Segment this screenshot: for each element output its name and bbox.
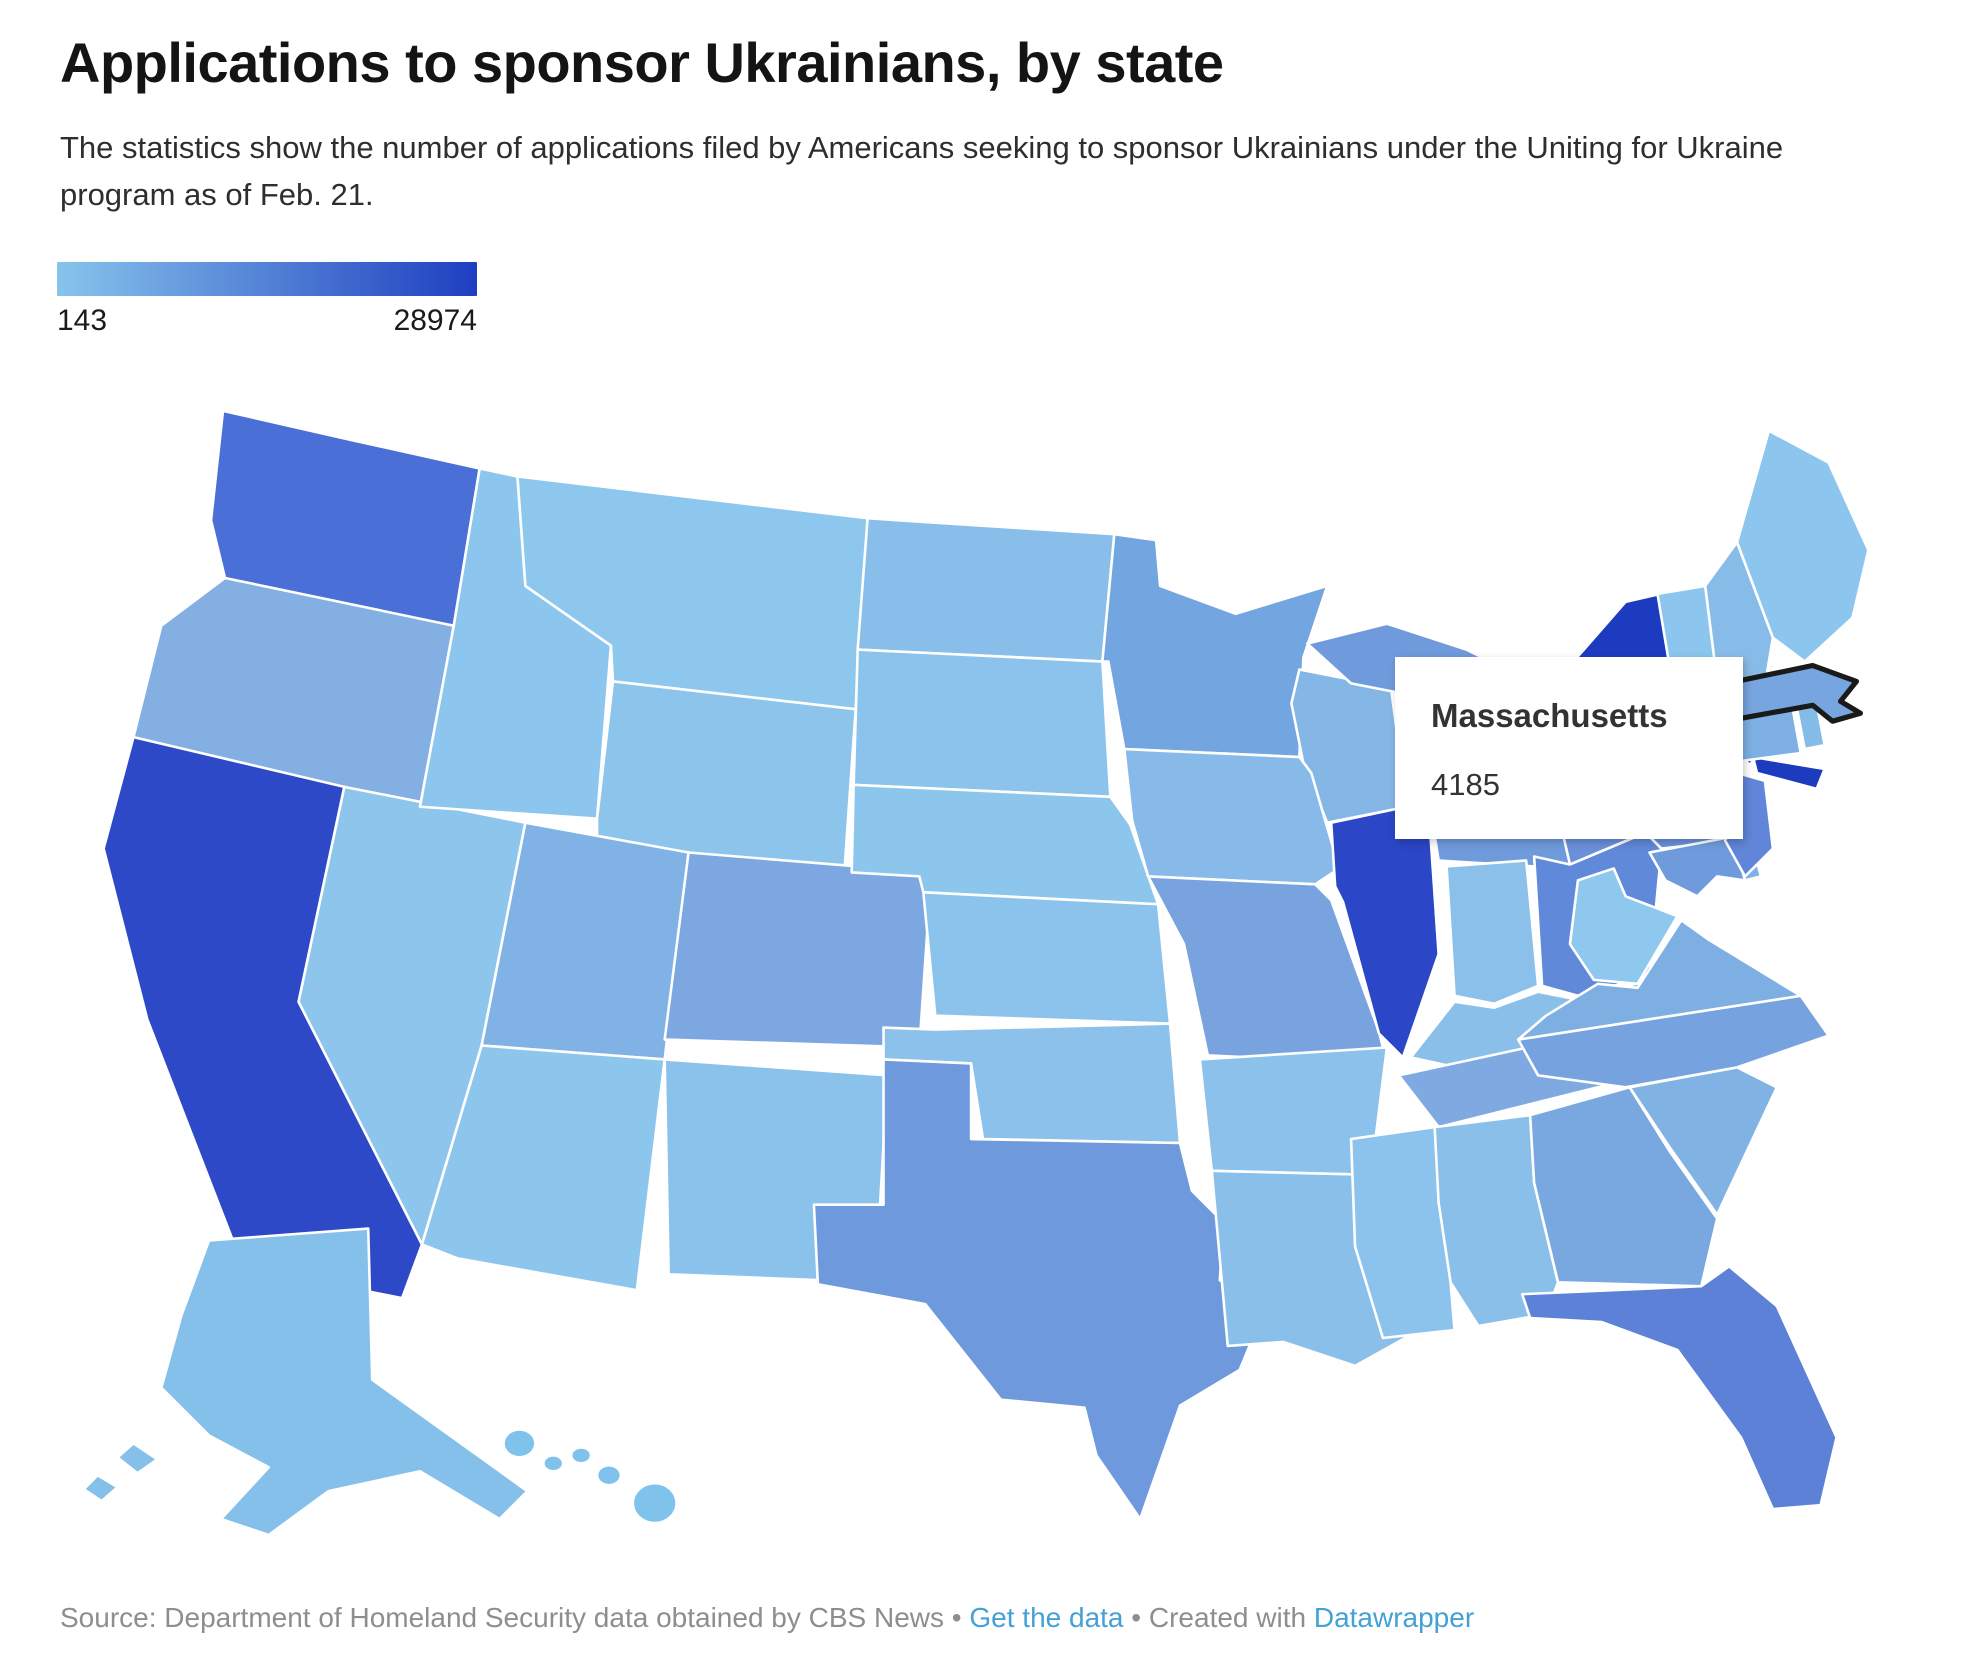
map-tooltip: Massachusetts 4185 (1395, 657, 1743, 839)
state-MN[interactable] (1101, 532, 1329, 759)
chart-subtitle: The statistics show the number of applic… (60, 130, 1784, 212)
tooltip-value: 4185 (1431, 767, 1500, 802)
state-VA[interactable] (1516, 918, 1803, 1041)
state-WV[interactable] (1568, 867, 1679, 986)
tooltip-state-name: Massachusetts (1431, 697, 1668, 734)
datawrapper-link[interactable]: Datawrapper (1313, 1602, 1475, 1633)
state-SD[interactable] (852, 648, 1112, 799)
state-IN[interactable] (1445, 859, 1540, 1006)
state-KS[interactable] (922, 891, 1172, 1025)
color-legend: 143 28974 (57, 262, 477, 338)
map-svg (82, 409, 1870, 1537)
state-AK[interactable] (82, 1227, 529, 1537)
legend-gradient-bar (57, 262, 477, 296)
state-AZ[interactable] (420, 1044, 666, 1292)
get-the-data-link[interactable]: Get the data (969, 1602, 1124, 1633)
state-FL[interactable] (1520, 1265, 1838, 1511)
legend-min-label: 143 (57, 304, 108, 337)
state-MA[interactable] (1714, 662, 1864, 724)
state-ND[interactable] (856, 516, 1116, 663)
source-text: Source: Department of Homeland Security … (60, 1602, 945, 1633)
legend-max-label: 28974 (393, 304, 477, 337)
bullet-separator: • (951, 1602, 962, 1633)
created-with-text: Created with (1148, 1602, 1307, 1633)
us-choropleth-map (30, 345, 1940, 1559)
state-HI[interactable] (502, 1428, 678, 1525)
state-TX[interactable] (812, 1058, 1269, 1521)
page-title: Applications to sponsor Ukrainians, by s… (60, 31, 1224, 94)
state-CO[interactable] (663, 851, 933, 1049)
bullet-separator: • (1131, 1602, 1142, 1633)
state-ME[interactable] (1735, 429, 1870, 663)
state-IA[interactable] (1122, 747, 1341, 886)
chart-footer: Source: Department of Homeland Security … (60, 1602, 1920, 1634)
